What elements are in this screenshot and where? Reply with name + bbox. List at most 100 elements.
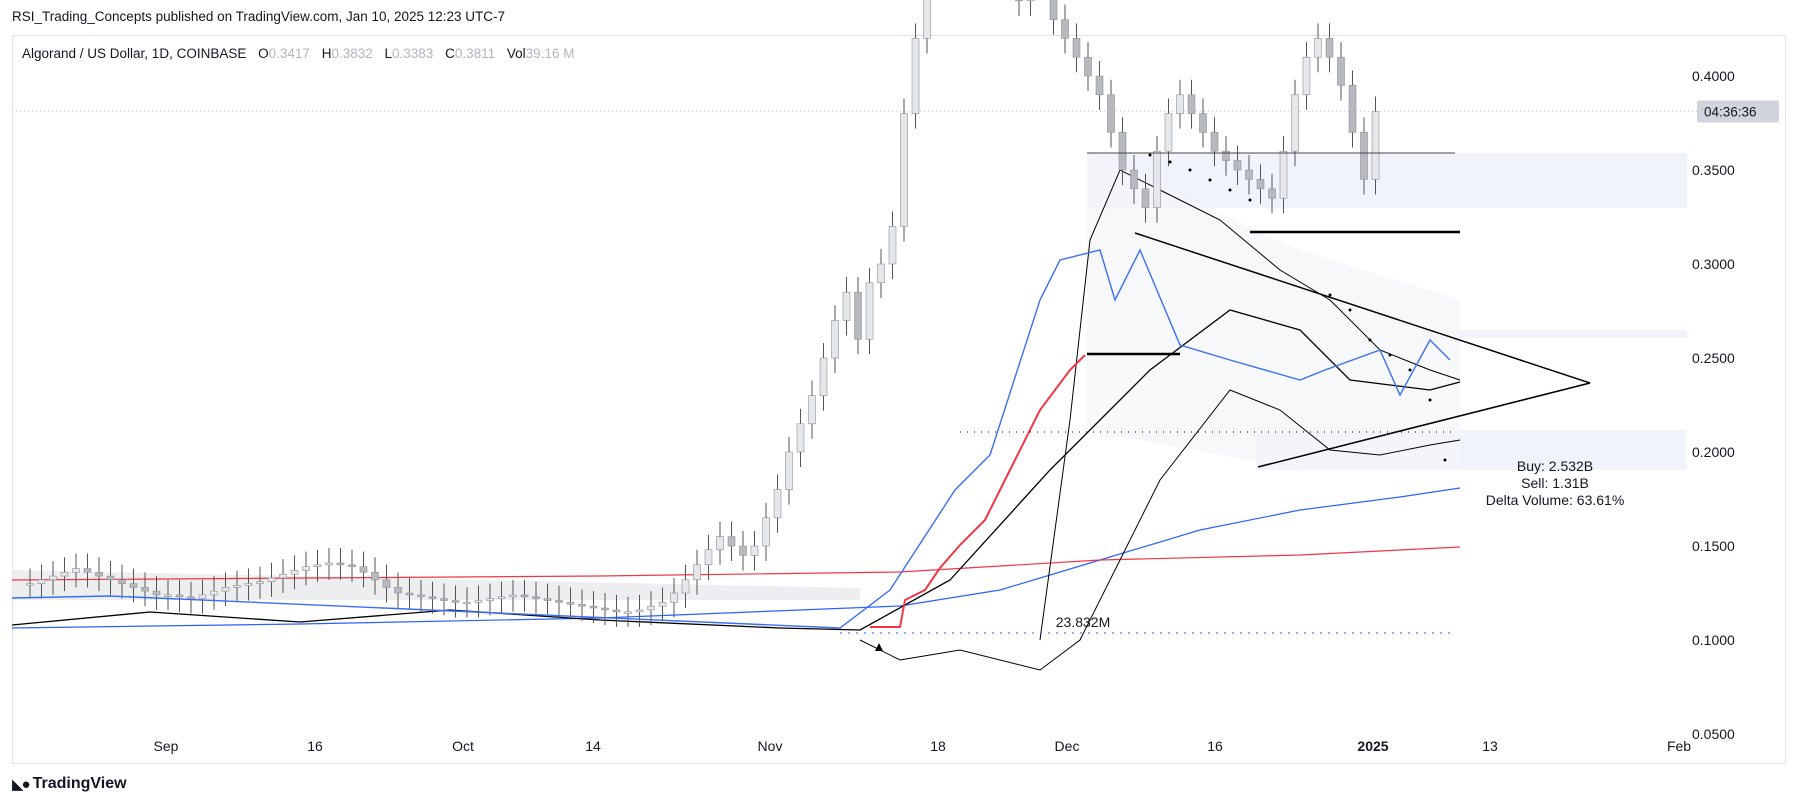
candle-body (244, 583, 253, 586)
high-value: 0.3832 (331, 46, 373, 61)
date-tick-label: Sep (154, 738, 179, 754)
candle-body (1176, 94, 1184, 114)
candle-body (1199, 113, 1207, 133)
candle-body (681, 579, 690, 594)
sar-dot (1208, 178, 1212, 182)
candle-body (1118, 132, 1127, 171)
candle-body (1164, 113, 1173, 152)
ma-long-line (11, 546, 1461, 581)
close-value: 0.3811 (454, 46, 496, 61)
candle-body (1072, 38, 1081, 58)
candle-body (37, 579, 46, 584)
date-tick-label: Feb (1667, 738, 1691, 754)
tradingview-brand-text: TradingView (32, 775, 127, 792)
volume-node-label: 23.832M (1056, 614, 1110, 630)
price-axis: 0.70000.65000.60000.55000.50000.45000.40… (1692, 68, 1779, 742)
candle-body (808, 395, 816, 425)
candle-body (785, 451, 793, 490)
tradingview-logo[interactable]: ◣● TradingView (12, 775, 127, 793)
zigzag-line (11, 248, 1451, 629)
candle-body (198, 594, 207, 599)
candle-body (440, 598, 448, 601)
candle-body (83, 568, 92, 573)
supertrend-line (870, 354, 1086, 628)
candle-body (877, 263, 885, 284)
sar-dot (1428, 398, 1432, 402)
candle-body (578, 603, 586, 607)
low-value: 0.3383 (392, 46, 434, 61)
sar-dot (1443, 458, 1447, 462)
open-label: O (258, 46, 269, 61)
candle-body (1314, 38, 1322, 58)
price-tick-label: 0.0500 (1692, 726, 1735, 742)
candle-body (762, 517, 770, 547)
candle-body (474, 600, 483, 603)
sar-dot (1188, 168, 1192, 172)
candle-body (313, 564, 322, 567)
tradingview-logo-icon: ◣● (12, 776, 31, 793)
candle-body (336, 562, 345, 566)
candle-body (589, 605, 598, 609)
volume-value: 39.16 M (525, 46, 575, 61)
candle-body (509, 594, 517, 598)
time-axis: Sep 16 Oct 14 Nov 18 Dec 16 2025 13 Feb (154, 738, 1692, 754)
candle-body (152, 590, 161, 596)
signal-up-icon (875, 643, 883, 651)
candle-body (543, 598, 552, 601)
candle-body (819, 357, 828, 396)
close-label: C (445, 46, 455, 61)
ma-short-line (11, 309, 1461, 631)
low-label: L (384, 46, 393, 61)
band-cloud (1087, 153, 1460, 470)
candle-body (727, 536, 736, 547)
sar-dot (1248, 198, 1252, 202)
buy-volume-label: Buy: 2.532B (1517, 458, 1593, 474)
date-tick-label: Dec (1055, 738, 1080, 754)
candle-body (1084, 56, 1092, 77)
candle-body (1107, 94, 1115, 133)
supply-demand-zones (12, 153, 1687, 600)
candle-body (129, 583, 138, 588)
candle-body (256, 581, 264, 584)
countdown-badge (1697, 100, 1779, 123)
triangle-lower-line[interactable] (1257, 382, 1591, 468)
date-tick-label: Nov (758, 738, 783, 754)
candle-body (175, 594, 184, 598)
moving-averages (11, 169, 1461, 671)
candle-body (693, 564, 701, 581)
candle-body (1371, 111, 1380, 180)
bollinger-upper (1039, 169, 1461, 641)
symbol-name[interactable]: Algorand / US Dollar, 1D, COINBASE (22, 46, 247, 61)
date-tick-label: 13 (1482, 738, 1498, 754)
candle-body (1302, 56, 1311, 96)
price-tick-label: 0.1000 (1692, 632, 1735, 648)
candle-body (371, 572, 379, 581)
candle-body (1233, 160, 1242, 171)
candle-body (302, 566, 310, 571)
candle-body (26, 583, 34, 586)
candle-body (1222, 150, 1230, 161)
candle-body (1279, 150, 1288, 199)
candle-body (750, 545, 759, 556)
candle-body (405, 592, 414, 596)
sar-dot (1328, 293, 1332, 297)
candle-body (164, 594, 172, 597)
countdown-text: 04:36:36 (1704, 105, 1757, 120)
price-tick-label: 0.2000 (1692, 444, 1735, 460)
candle-body (716, 536, 724, 551)
candle-body (1210, 132, 1219, 152)
price-tick-label: 0.4000 (1692, 68, 1735, 84)
candle-body (1245, 169, 1253, 180)
candle-body (118, 579, 126, 584)
resistance-zone (1420, 330, 1687, 338)
candle-body (417, 594, 425, 598)
chart-pane[interactable] (12, 35, 1786, 764)
price-tick-label: 0.3000 (1692, 256, 1735, 272)
candle-body (900, 113, 908, 227)
candle-body (532, 596, 540, 599)
symbol-legend: Algorand / US Dollar, 1D, COINBASE O0.34… (22, 46, 574, 61)
triangle-upper-line[interactable] (1134, 232, 1591, 384)
indicator-overlays (11, 152, 1591, 651)
